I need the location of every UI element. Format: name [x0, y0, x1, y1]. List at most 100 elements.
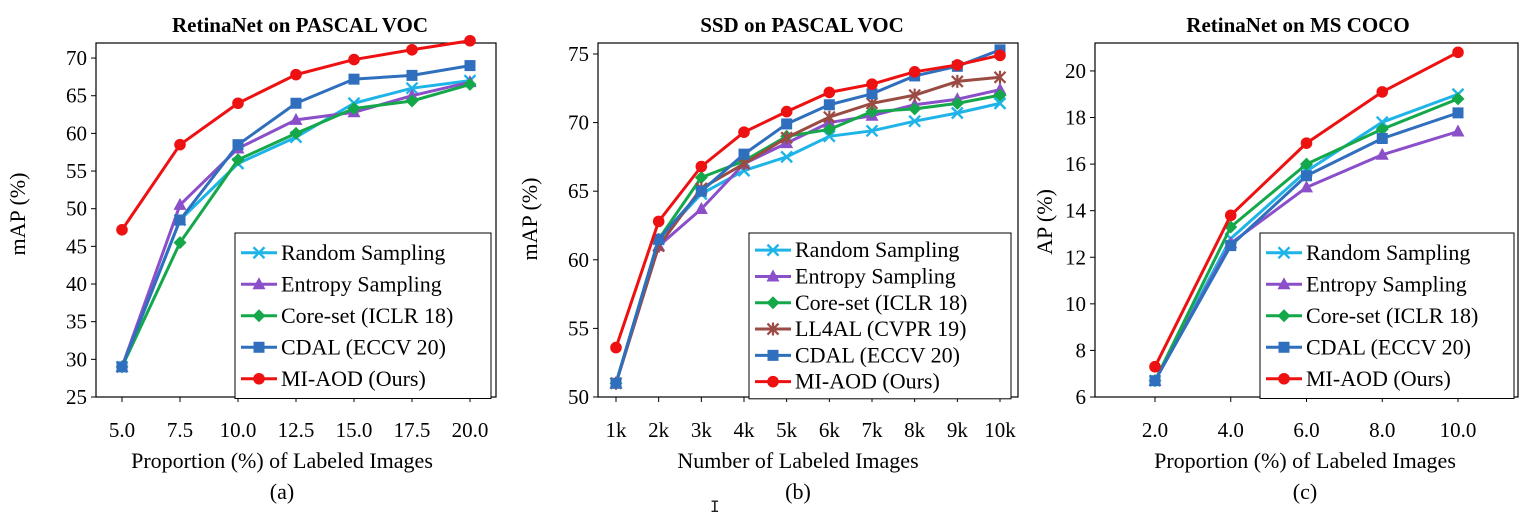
- data-point: [252, 309, 266, 323]
- x-tick-label: 9k: [947, 418, 969, 442]
- data-point: [1277, 246, 1291, 260]
- data-point: [289, 126, 303, 140]
- data-point: [908, 88, 921, 102]
- data-point: [406, 69, 418, 81]
- data-point: [1451, 124, 1465, 137]
- legend-label: MI-AOD (Ours): [795, 369, 940, 394]
- y-tick-label: 50: [66, 197, 87, 221]
- data-point: [116, 223, 128, 236]
- legend-label: Random Sampling: [795, 237, 959, 262]
- data-point: [950, 106, 964, 120]
- y-tick-label: 16: [1065, 152, 1086, 176]
- data-point: [290, 97, 302, 109]
- y-tick-label: 70: [568, 111, 589, 135]
- data-point: [463, 77, 477, 91]
- data-point: [1300, 180, 1313, 193]
- data-point: [348, 53, 360, 66]
- data-point: [406, 43, 418, 56]
- x-tick-label: 6.0: [1293, 418, 1319, 442]
- legend-label: MI-AOD (Ours): [281, 366, 426, 391]
- legend-label: Entropy Sampling: [281, 271, 442, 296]
- data-point: [822, 129, 836, 143]
- data-point: [116, 361, 128, 373]
- x-axis-label: Proportion (%) of Labeled Images: [131, 448, 433, 473]
- legend-label: CDAL (ECCV 20): [281, 334, 446, 359]
- series-miaod: [610, 49, 1006, 354]
- x-tick-label: 4.0: [1218, 418, 1244, 442]
- chart-panel-a: RetinaNet on PASCAL VOC Proportion (%) o…: [5, 13, 497, 504]
- legend-label: Random Sampling: [1306, 240, 1470, 265]
- data-point: [610, 377, 622, 389]
- legend-box: [1259, 232, 1515, 399]
- data-point: [767, 349, 779, 361]
- data-point: [695, 160, 708, 173]
- data-point: [738, 148, 750, 160]
- series-line: [614, 48, 1001, 384]
- data-point: [908, 102, 922, 116]
- legend-label: Random Sampling: [281, 240, 445, 265]
- data-point: [1375, 122, 1389, 136]
- chart-title: SSD on PASCAL VOC: [700, 13, 904, 37]
- y-tick-label: 30: [66, 347, 87, 371]
- data-point: [951, 59, 964, 71]
- x-tick-label: 17.5: [394, 418, 431, 442]
- x-tick-label: 2k: [648, 418, 670, 442]
- data-point: [780, 131, 793, 145]
- y-tick-label: 14: [1065, 199, 1087, 223]
- legend-label: Entropy Sampling: [1306, 271, 1467, 296]
- data-point: [252, 277, 266, 290]
- legend-label: LL4AL (CVPR 19): [795, 316, 967, 341]
- data-point: [1452, 46, 1464, 59]
- data-point: [865, 105, 879, 119]
- x-tick-label: 8.0: [1369, 418, 1395, 442]
- x-axis-label: Number of Labeled Images: [677, 448, 918, 473]
- chart-title: RetinaNet on PASCAL VOC: [172, 13, 428, 37]
- legend: Random Sampling Entropy Sampling Core-set …: [1259, 232, 1515, 399]
- series-cdal: [116, 60, 476, 373]
- data-point: [1277, 277, 1291, 290]
- data-point: [252, 246, 266, 260]
- data-point: [1452, 107, 1464, 119]
- legend-label: Core-set (ICLR 18): [281, 303, 453, 328]
- data-point: [1301, 170, 1312, 182]
- x-tick-label: 7.5: [167, 418, 193, 442]
- y-tick-label: 60: [568, 248, 589, 272]
- legend: Random Sampling Entropy Sampling Core-set …: [234, 232, 492, 399]
- data-point: [951, 74, 964, 88]
- data-point: [1451, 92, 1465, 106]
- y-tick-label: 8: [1076, 338, 1087, 362]
- legend-label: MI-AOD (Ours): [1306, 366, 1451, 391]
- series-miaod: [116, 34, 476, 236]
- data-point: [695, 185, 707, 197]
- data-point: [950, 96, 964, 110]
- y-tick-label: 45: [66, 234, 87, 258]
- data-point: [780, 105, 793, 118]
- y-axis-label: mAP (%): [517, 178, 542, 261]
- data-point: [866, 78, 878, 90]
- data-point: [1149, 360, 1161, 373]
- data-point: [738, 126, 750, 138]
- data-point: [1300, 157, 1313, 171]
- y-tick-label: 10: [1065, 292, 1086, 316]
- y-tick-label: 50: [568, 385, 589, 409]
- legend-box: [748, 232, 1012, 400]
- x-tick-label: 4k: [734, 418, 756, 442]
- data-point: [253, 372, 265, 385]
- series-cdal: [1149, 107, 1464, 387]
- legend-label: Core-set (ICLR 18): [1306, 303, 1478, 328]
- y-axis-label: AP (%): [1032, 189, 1057, 255]
- y-tick-label: 25: [66, 385, 87, 409]
- data-point: [1277, 309, 1291, 323]
- x-tick-label: 5k: [776, 418, 798, 442]
- data-point: [994, 49, 1006, 62]
- x-tick-label: 10.0: [1440, 418, 1477, 442]
- data-point: [766, 322, 780, 336]
- data-point: [610, 341, 622, 354]
- data-point: [766, 243, 780, 257]
- data-point: [653, 233, 665, 245]
- chart-title: RetinaNet on MS COCO: [1186, 13, 1409, 37]
- panel-caption: (b): [785, 479, 811, 504]
- x-tick-label: 6k: [819, 418, 841, 442]
- series-line: [614, 93, 1001, 384]
